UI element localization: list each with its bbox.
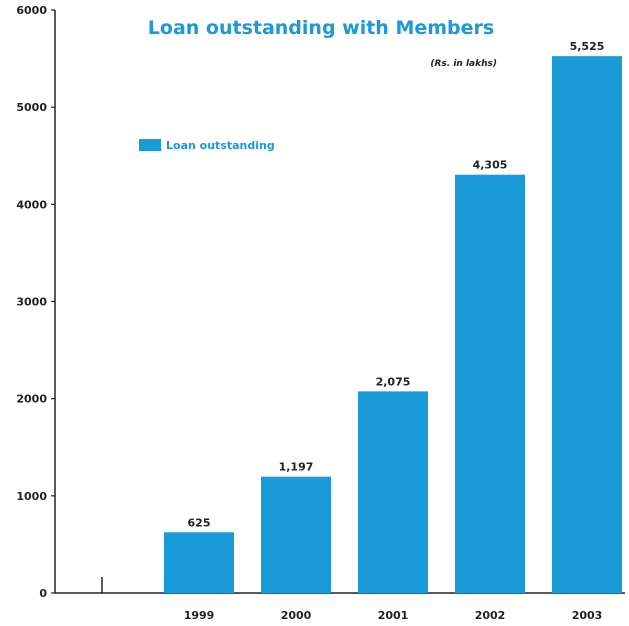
- y-tick-label: 2000: [16, 393, 47, 406]
- data-label: 2,075: [376, 375, 411, 388]
- bar: [552, 56, 622, 593]
- data-label: 4,305: [473, 159, 508, 172]
- y-tick-label: 1000: [16, 490, 47, 503]
- chart-title: Loan outstanding with Members: [148, 17, 494, 39]
- data-label: 5,525: [570, 40, 605, 53]
- y-axis-ticks: 0 1000 2000 3000 4000 5000 6000: [16, 4, 55, 600]
- bar: [261, 476, 331, 593]
- x-axis-ticks: 1999 2000 2001 2002 2003: [184, 609, 603, 622]
- y-tick-label: 6000: [16, 4, 47, 17]
- y-tick-label: 5000: [16, 101, 47, 114]
- bar: [164, 532, 234, 593]
- data-labels: 625 1,197 2,075 4,305 5,525: [188, 40, 605, 529]
- x-tick-label: 2000: [281, 609, 312, 622]
- y-tick-label: 3000: [16, 296, 47, 309]
- legend-swatch: [139, 139, 161, 151]
- x-tick-label: 2003: [572, 609, 603, 622]
- bars: [164, 56, 622, 593]
- bar: [358, 391, 428, 593]
- x-tick-label: 1999: [184, 609, 215, 622]
- data-label: 625: [188, 516, 211, 529]
- x-tick-label: 2002: [475, 609, 506, 622]
- chart-subtitle: (Rs. in lakhs): [430, 59, 497, 69]
- data-label: 1,197: [279, 461, 314, 474]
- legend: Loan outstanding: [139, 139, 275, 152]
- axes: [54, 10, 625, 594]
- x-tick-label: 2001: [378, 609, 409, 622]
- y-tick-label: 4000: [16, 198, 47, 211]
- bar: [455, 174, 525, 593]
- legend-label: Loan outstanding: [166, 139, 275, 152]
- y-tick-label: 0: [39, 587, 47, 600]
